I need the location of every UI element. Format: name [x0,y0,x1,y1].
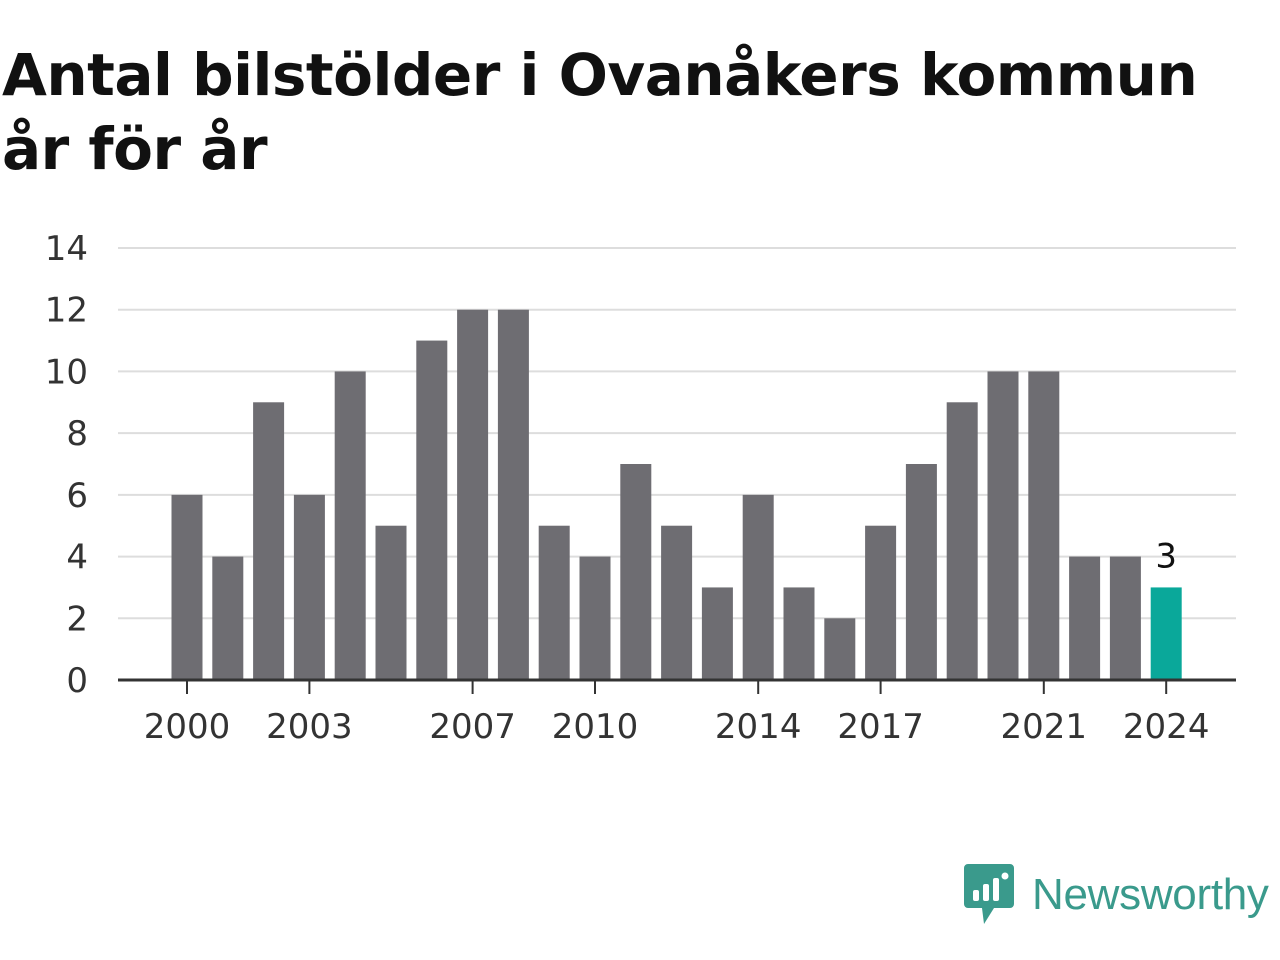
bar-2015 [783,587,815,680]
y-tick-label: 14 [45,229,88,269]
newsworthy-logo-icon [964,864,1014,924]
y-tick-label: 4 [66,538,88,578]
data-labels: 3 [1155,536,1177,576]
bar-2012 [661,525,693,680]
x-tick-label: 2007 [429,707,516,747]
bar-2014 [742,494,774,680]
x-tick-label: 2024 [1123,707,1210,747]
bar-2008 [497,309,529,680]
y-tick-label: 10 [45,352,88,392]
y-tick-label: 2 [66,599,88,639]
brand-logo: Newsworthy [964,864,1269,926]
x-axis-labels: 2000 2003 2007 2010 2014 2017 2021 2024 [144,707,1210,747]
y-axis-labels: 0 2 4 6 8 10 12 14 [45,229,88,701]
bar-2000 [171,494,203,680]
x-tick-label: 2010 [552,707,639,747]
chart-title: Antal bilstölder i Ovanåkers kommun år f… [2,41,1198,183]
y-tick-label: 0 [66,661,88,701]
x-tick-label: 2003 [266,707,353,747]
bar-2023 [1109,556,1141,680]
bar-2006 [416,340,448,680]
bar-2021 [1028,371,1060,680]
brand-name: Newsworthy [1032,870,1269,919]
bar-2020 [987,371,1019,680]
bar-2017 [865,525,897,680]
bar-2019 [946,402,978,680]
bars [171,309,1182,680]
bar-2007 [457,309,489,680]
y-tick-label: 12 [45,291,88,331]
data-label-2024: 3 [1155,536,1177,576]
bar-2024 [1150,587,1182,680]
bar-2013 [701,587,733,680]
bar-2002 [253,402,285,680]
bar-2022 [1069,556,1101,680]
x-tick-label: 2021 [1001,707,1088,747]
bar-2003 [293,494,325,680]
y-tick-label: 6 [66,476,88,516]
y-tick-label: 8 [66,414,88,454]
x-tick-label: 2000 [144,707,231,747]
bar-2011 [620,464,652,680]
bar-2018 [905,464,937,680]
bar-2004 [334,371,366,680]
bar-2016 [824,618,856,680]
x-tick-label: 2017 [837,707,924,747]
x-tick-label: 2014 [715,707,802,747]
bar-2001 [212,556,244,680]
bar-2005 [375,525,407,680]
bar-2010 [579,556,611,680]
x-axis [118,678,1236,694]
bar-2009 [538,525,570,680]
